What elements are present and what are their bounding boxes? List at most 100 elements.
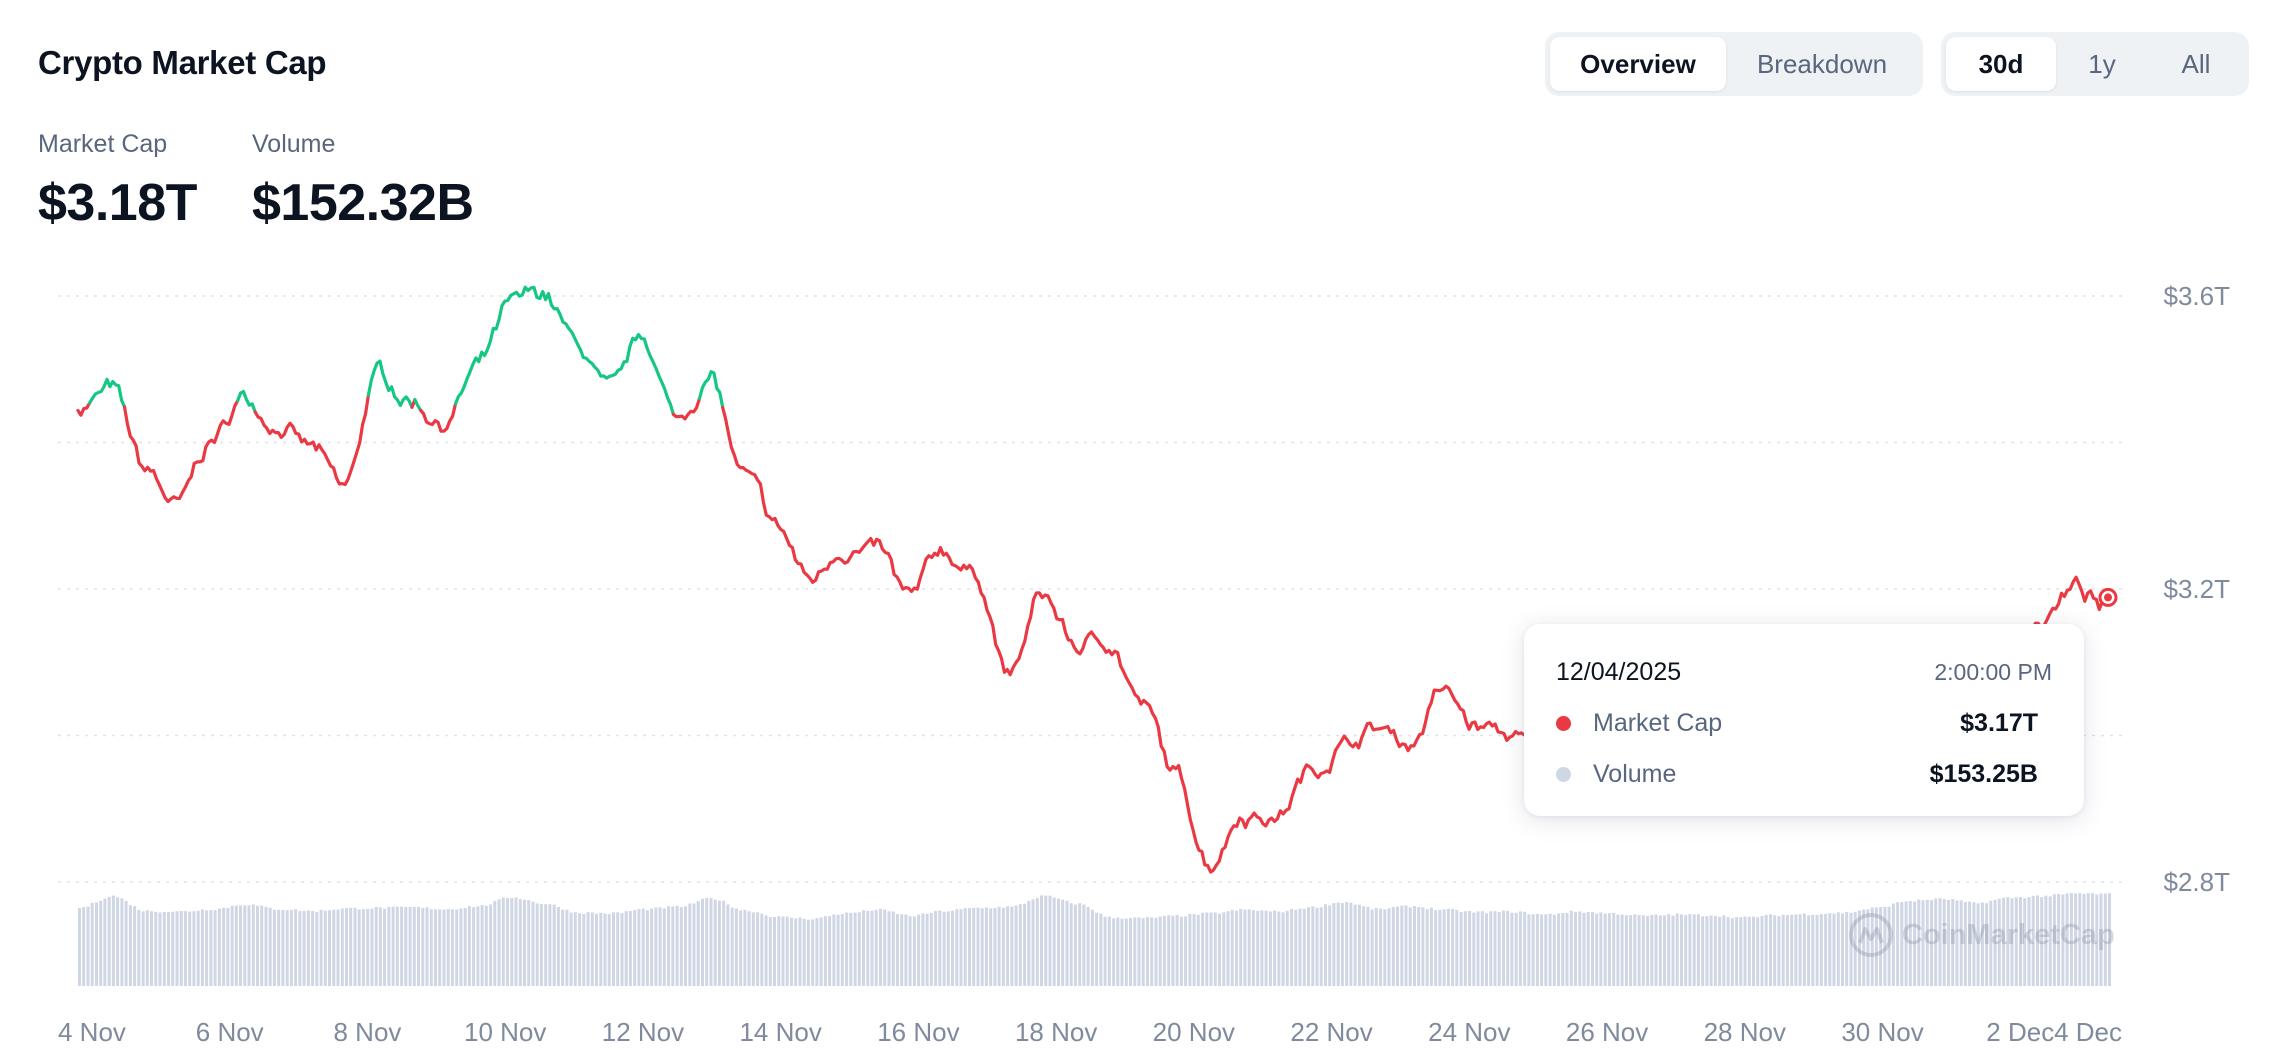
- volume-bar: [739, 910, 743, 986]
- volume-bar: [1582, 912, 1586, 986]
- volume-bar: [1514, 912, 1518, 986]
- volume-bar: [1667, 914, 1671, 986]
- volume-bar: [328, 910, 331, 986]
- volume-bar: [1650, 914, 1654, 986]
- volume-bar: [217, 908, 221, 986]
- volume-bar: [1688, 914, 1692, 986]
- volume-bar: [599, 912, 603, 986]
- volume-bar: [2048, 896, 2052, 986]
- y-tick-label: $3.6T: [2164, 281, 2231, 311]
- x-tick-label: 2 Dec: [1986, 1017, 2054, 1047]
- market-cap-line-segment: [236, 390, 257, 414]
- volume-bar: [959, 909, 963, 986]
- tab-breakdown[interactable]: Breakdown: [1756, 48, 1888, 79]
- volume-bar: [1993, 899, 1997, 986]
- volume-bar: [2061, 894, 2065, 986]
- volume-bar: [904, 914, 908, 986]
- volume-bar: [1976, 903, 1980, 986]
- volume-bar: [518, 899, 522, 986]
- volume-bar: [862, 910, 865, 986]
- volume-bar: [450, 909, 454, 986]
- volume-bar: [145, 910, 149, 986]
- volume-bar: [1654, 914, 1658, 986]
- volume-bar: [811, 919, 815, 986]
- volume-bar: [497, 899, 501, 986]
- volume-bar: [1870, 907, 1874, 986]
- volume-bar: [1264, 910, 1268, 986]
- volume-bar: [1629, 915, 1633, 986]
- volume-bar: [1925, 899, 1929, 986]
- volume-bar: [1675, 913, 1679, 986]
- volume-bar: [438, 909, 442, 986]
- volume-bar: [1701, 916, 1705, 986]
- volume-bar: [1879, 907, 1883, 986]
- x-tick-label: 30 Nov: [1841, 1017, 1923, 1047]
- volume-bar: [1747, 916, 1751, 986]
- volume-bar: [1345, 901, 1349, 986]
- volume-bar: [934, 910, 938, 986]
- volume-bar: [205, 910, 209, 986]
- volume-bar: [1137, 917, 1141, 986]
- volume-bar: [506, 898, 509, 986]
- volume-bar: [1226, 911, 1230, 986]
- coinmarketcap-logo-icon: [1849, 913, 1893, 957]
- volume-bar: [1404, 905, 1408, 986]
- volume-bar: [637, 909, 641, 986]
- volume-bar: [794, 918, 798, 986]
- volume-bar: [285, 910, 289, 986]
- volume-bar: [523, 899, 526, 986]
- volume-bar: [1154, 917, 1158, 986]
- tab-overview[interactable]: Overview: [1550, 37, 1726, 91]
- volume-bar: [1205, 912, 1209, 986]
- volume-bar: [1480, 911, 1484, 986]
- volume-bar: [1090, 909, 1094, 986]
- volume-bar: [1836, 912, 1840, 986]
- range-1y-button[interactable]: 1y: [2088, 48, 2116, 79]
- range-all-button[interactable]: All: [2181, 48, 2211, 79]
- volume-bar: [493, 900, 497, 986]
- volume-bar: [1302, 908, 1306, 986]
- volume-bar: [1235, 910, 1238, 986]
- volume-bar: [1862, 909, 1866, 986]
- volume-bar: [1171, 915, 1175, 986]
- volume-bar: [2099, 893, 2103, 986]
- volume-bar: [679, 907, 683, 986]
- volume-bar: [1442, 909, 1446, 986]
- volume-bar: [760, 913, 764, 986]
- volume-label: Volume: [252, 130, 336, 158]
- volume-bar: [819, 917, 823, 986]
- volume-bar: [1955, 900, 1959, 986]
- volume-bar: [1429, 907, 1433, 986]
- volume-bar: [226, 907, 230, 986]
- volume-bar: [1035, 898, 1039, 986]
- view-toggle: Overview Breakdown: [1545, 32, 1923, 96]
- coinmarketcap-watermark: CoinMarketCap: [1848, 912, 2115, 958]
- market-cap-line-segment: [366, 359, 414, 409]
- volume-bar: [887, 911, 891, 986]
- volume-bar: [311, 910, 315, 986]
- volume-bar: [1612, 912, 1616, 986]
- volume-bar: [1463, 911, 1467, 986]
- tooltip-row-value: $3.17T: [1960, 709, 2038, 737]
- volume-bar: [768, 917, 772, 986]
- volume-bar: [111, 895, 115, 986]
- volume-bar: [1908, 901, 1912, 986]
- volume-bar: [1489, 911, 1493, 986]
- volume-bar: [1133, 917, 1137, 986]
- volume-bar: [234, 905, 238, 986]
- volume-bar: [561, 909, 565, 986]
- volume-bar: [1010, 906, 1014, 986]
- volume-bar: [175, 911, 179, 986]
- volume-bar: [298, 911, 302, 986]
- volume-bar: [709, 898, 713, 986]
- volume-bar: [1027, 900, 1031, 986]
- volume-bar: [86, 906, 90, 986]
- range-30d-button[interactable]: 30d: [1946, 37, 2056, 91]
- volume-bar: [1078, 903, 1082, 986]
- market-cap-line-segment: [413, 398, 423, 412]
- tooltip-row-value: $153.25B: [1929, 760, 2038, 788]
- volume-bar: [95, 902, 98, 986]
- volume-bar: [1357, 904, 1361, 986]
- volume-bar: [484, 905, 488, 986]
